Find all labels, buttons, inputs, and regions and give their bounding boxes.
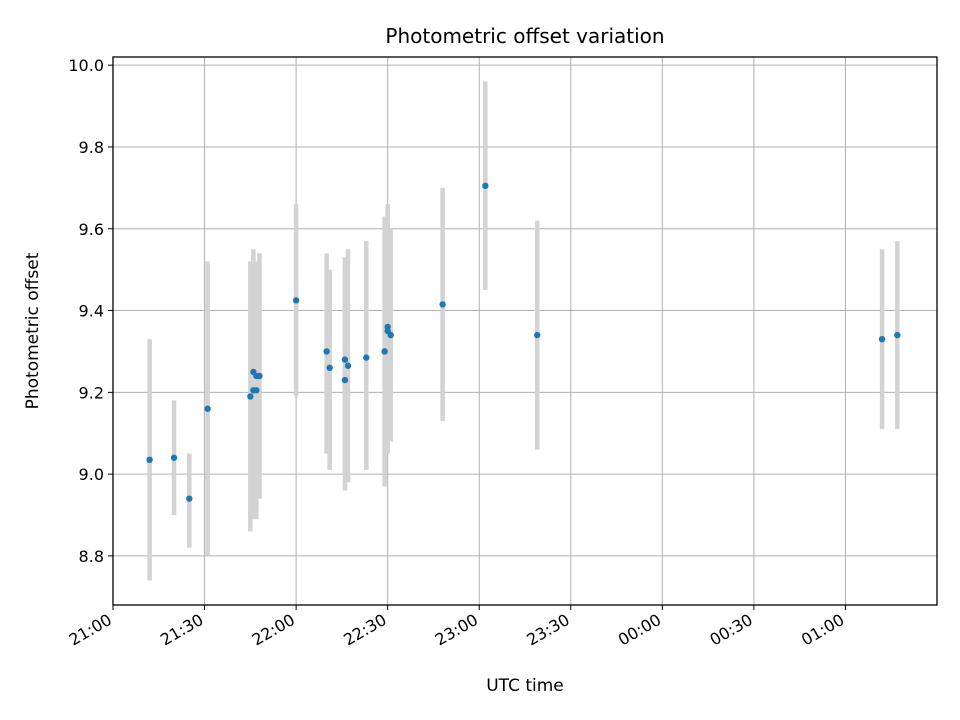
data-point [363,354,370,361]
data-point [292,297,300,304]
chart-title: Photometric offset variation [385,24,664,48]
data-point [326,364,333,372]
y-tick-label: 9.6 [79,220,104,239]
data-point [344,362,352,369]
data-point [878,335,886,343]
data-point [387,331,394,339]
data-points [146,182,901,502]
y-tick-label: 9.8 [79,138,104,157]
data-point [894,331,901,339]
data-point [146,456,153,464]
data-point [256,372,263,380]
data-point [204,405,211,412]
y-tick-label: 9.2 [79,383,104,402]
x-axis-label: UTC time [486,676,564,696]
data-point [439,301,446,308]
data-point [186,495,193,502]
y-tick-label: 9.0 [79,465,104,484]
data-point [482,182,489,190]
data-point [341,376,349,384]
data-point [253,387,260,394]
data-point [341,356,349,363]
data-point [247,393,254,400]
data-point [381,348,388,355]
y-tick-label: 10.0 [68,56,104,75]
y-tick-label: 9.4 [79,302,104,321]
data-point [534,331,541,339]
y-axis: 8.8 9.0 9.2 9.4 9.6 9.8 10.0 [68,56,113,566]
plot-frame [112,56,938,606]
y-axis-label: Photometric offset [23,252,43,409]
data-point [323,348,330,355]
data-point [170,454,178,461]
y-tick-label: 8.8 [79,547,104,566]
